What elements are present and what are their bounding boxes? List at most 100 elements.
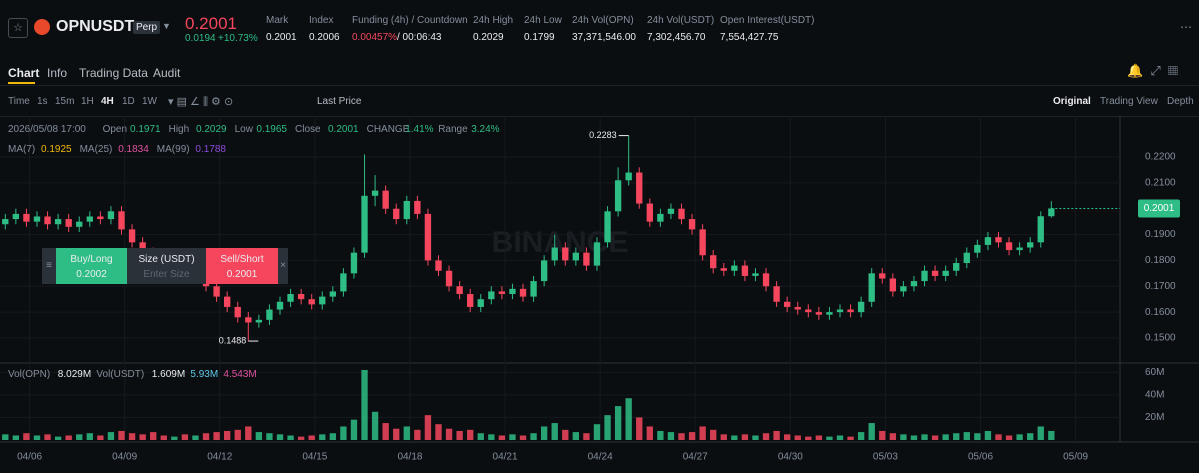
interval[interactable]: 1s — [37, 96, 48, 107]
ma-value: 0.1925 — [41, 144, 72, 155]
symbol[interactable]: OPNUSDT — [56, 18, 135, 35]
y-tick-label: 0.2200 — [1145, 152, 1176, 163]
legend-value: 0.1965 — [256, 124, 287, 135]
volume-bar — [488, 434, 495, 440]
candle-body — [54, 219, 62, 225]
volume-bar — [847, 436, 854, 440]
tab[interactable]: Info — [47, 66, 68, 80]
candle-body — [435, 260, 442, 271]
stat-value: 0.00457% — [352, 32, 398, 43]
candle-body — [741, 265, 749, 276]
candle-body — [762, 273, 770, 287]
tab[interactable]: Trading Data — [79, 66, 148, 80]
view[interactable]: Trading View — [1100, 96, 1158, 107]
volume-bar — [1005, 435, 1013, 440]
stat-label: Index — [309, 15, 334, 26]
volume-bar — [224, 430, 231, 440]
candle-body — [297, 294, 305, 300]
volume-bar — [593, 424, 601, 440]
sell-button[interactable]: Sell/Short 0.2001 — [206, 248, 278, 284]
size-input[interactable]: Size (USDT) Enter Size — [127, 248, 206, 284]
volume-bar — [33, 435, 41, 440]
toolbar-icons[interactable]: 🔔 ⤢ ▦ — [1127, 63, 1178, 78]
volume-bar — [23, 433, 30, 440]
tab[interactable]: Chart — [8, 66, 40, 80]
candle-body — [836, 309, 844, 313]
separator — [0, 85, 1199, 86]
toolbar-icons[interactable]: ▾ ▤ ∠ ⫼ ⚙ ⊙ — [168, 96, 234, 108]
chart: BINANCE 04/06 04/09 04/12 04/15 04/18 04/21 04… — [0, 116, 1199, 463]
interval[interactable]: 4H — [101, 96, 114, 107]
y-tick-label: 0.1900 — [1145, 229, 1176, 240]
volume-bar — [657, 430, 664, 440]
y-tick-label: 0.1700 — [1145, 281, 1176, 292]
volume-bar — [160, 435, 167, 440]
volume-bar — [445, 428, 453, 440]
x-tick-label: 05/03 — [873, 452, 898, 463]
stat-value: 7,302,456.70 — [647, 32, 706, 43]
volume-bar — [678, 433, 685, 440]
volume-bar — [826, 436, 833, 440]
candle-body — [636, 172, 643, 204]
volume-bar — [762, 433, 770, 440]
dropdown-arrow[interactable]: ▼ — [162, 21, 171, 31]
interval[interactable]: 15m — [55, 96, 75, 107]
legend-date: 2026/05/08 17:00 — [8, 124, 86, 135]
view[interactable]: Original — [1053, 96, 1091, 107]
volume-bar — [773, 430, 780, 440]
tab[interactable]: Audit — [153, 66, 181, 80]
price-type[interactable]: Last Price — [317, 96, 362, 107]
candle-body — [752, 273, 759, 276]
candle-body — [710, 255, 717, 269]
interval[interactable]: 1D — [122, 96, 135, 107]
candle-body — [213, 286, 220, 297]
candle-body — [984, 237, 992, 245]
stat-value: 0.1799 — [524, 32, 555, 43]
more-menu[interactable]: ⋯ — [1180, 20, 1192, 34]
candle-body — [974, 244, 981, 253]
candle-body — [382, 190, 389, 209]
legend-label: High — [168, 124, 190, 135]
candle-body — [371, 190, 379, 196]
ma-name: MA(7) — [8, 144, 36, 155]
size-placeholder: Enter Size — [143, 269, 190, 280]
drag-handle[interactable]: ≡ — [42, 248, 56, 284]
candle-body — [33, 216, 41, 222]
close-panel[interactable]: × — [278, 248, 288, 284]
candle-body — [720, 268, 727, 271]
candle-body — [350, 252, 358, 274]
volume-bar — [403, 426, 410, 440]
candle-body — [65, 219, 72, 227]
volume-bar — [393, 428, 400, 440]
candle-body — [562, 247, 569, 261]
candle-body — [931, 270, 939, 276]
legend-label: Low — [234, 124, 253, 135]
candle-body — [477, 299, 484, 307]
volume-bar — [467, 429, 474, 440]
favorite-star[interactable]: ☆ — [8, 18, 28, 38]
stat-extra: / 00:06:43 — [397, 32, 442, 43]
perp-badge: Perp — [133, 21, 161, 34]
view[interactable]: Depth — [1167, 96, 1194, 107]
candle-body — [139, 242, 146, 253]
volume-bar — [97, 435, 104, 440]
interval[interactable]: 1W — [142, 96, 157, 107]
volume-bar — [889, 433, 896, 440]
interval[interactable]: 1H — [81, 96, 94, 107]
volume-bar — [287, 435, 294, 440]
volume-bar — [181, 434, 189, 440]
volume-bar — [107, 432, 115, 440]
candle-body — [942, 270, 949, 276]
volume-bar — [266, 433, 273, 440]
volume-bar — [54, 436, 62, 440]
volume-bar — [614, 406, 622, 440]
stat-value: 37,371,546.00 — [572, 32, 636, 43]
x-tick-label: 04/09 — [112, 452, 137, 463]
price-tag-label: 0.2001 — [1144, 203, 1175, 214]
buy-button[interactable]: Buy/Long 0.2002 — [56, 248, 127, 284]
volume-bar — [44, 434, 51, 440]
volume-bar — [963, 432, 970, 440]
stat-label: 24h Low — [524, 15, 562, 26]
candle-body — [329, 291, 336, 297]
volume-bar — [741, 434, 749, 440]
